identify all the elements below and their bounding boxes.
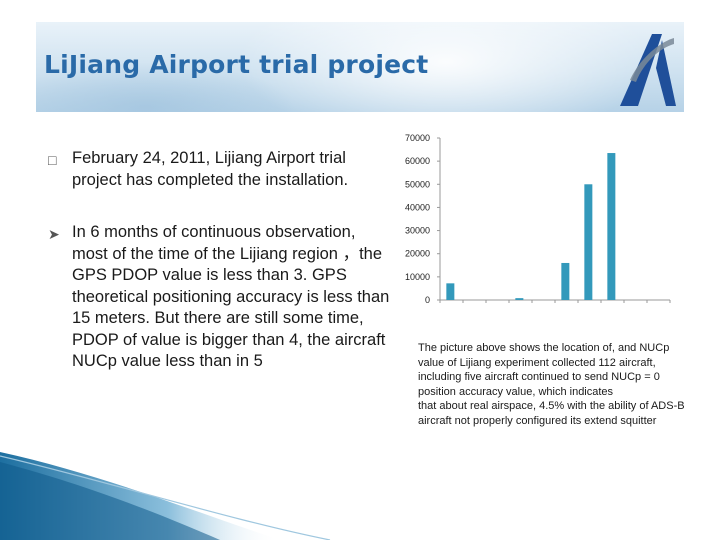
bullet-text: February 24, 2011, Lijiang Airport trial…	[72, 149, 349, 189]
footer-decoration	[0, 452, 331, 540]
y-tick-label: 20000	[405, 249, 430, 259]
banner-glow	[236, 22, 656, 112]
square-bullet-icon: □	[48, 152, 57, 168]
chart-caption: The picture above shows the location of,…	[418, 342, 685, 427]
y-tick-label: 0	[425, 295, 430, 305]
y-tick-label: 60000	[405, 156, 430, 166]
y-tick-label: 70000	[405, 133, 430, 143]
title-banner: LiJiang Airport trial project	[36, 22, 684, 112]
y-tick-label: 50000	[405, 179, 430, 189]
bar-7	[607, 153, 616, 300]
bar-0	[446, 283, 455, 300]
bar-5	[561, 262, 570, 300]
bullet-text: In 6 months of continuous observation, m…	[72, 223, 390, 370]
slide-title: LiJiang Airport trial project	[44, 50, 429, 79]
bar-3	[515, 298, 524, 300]
banner-haze	[36, 62, 296, 112]
y-tick-label: 40000	[405, 202, 430, 212]
nucp-bar-chart: 0 10000 20000 30000 40000 50000 60000 70000	[405, 133, 671, 305]
airport-logo-icon	[620, 34, 676, 106]
y-tick-label: 10000	[405, 272, 430, 282]
bar-6	[584, 184, 593, 300]
y-tick-label: 30000	[405, 226, 430, 236]
arrow-bullet-icon: ➤	[48, 226, 60, 242]
